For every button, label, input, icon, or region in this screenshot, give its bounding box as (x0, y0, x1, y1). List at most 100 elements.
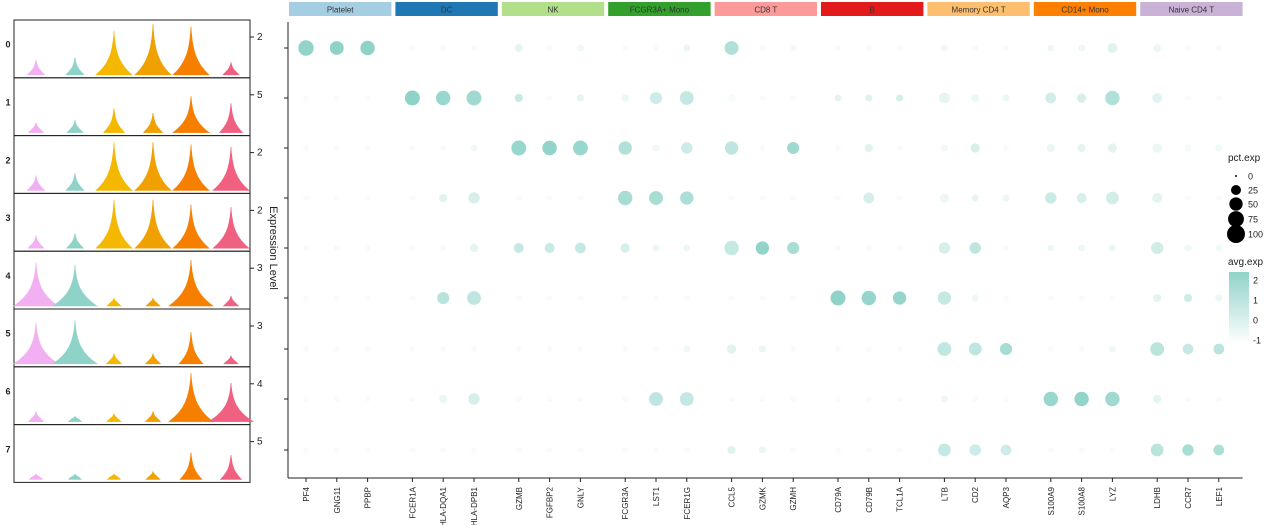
violin-shape (106, 412, 122, 422)
color-legend-label: 1 (1253, 296, 1258, 306)
violin-shape (106, 473, 122, 480)
dot-point (514, 93, 523, 103)
dot-point (439, 394, 448, 404)
dot-point (727, 344, 737, 354)
violin-row-frame (13, 366, 251, 426)
dot-point (1153, 43, 1162, 53)
dot-point (618, 190, 633, 206)
dot-point (790, 396, 796, 402)
dot-x-tick-label: AQP3 (1002, 486, 1011, 508)
dot-point (653, 447, 659, 453)
dot-x-tick-label: CD79A (834, 486, 843, 512)
dot-point (1076, 193, 1087, 203)
violin-shape (222, 62, 240, 76)
violin-shape (218, 103, 244, 133)
dot-point (303, 346, 309, 352)
dot-point (892, 291, 907, 305)
dot-point (1047, 244, 1055, 252)
dot-point (470, 144, 478, 152)
dot-point (1045, 192, 1057, 204)
dot-point (728, 295, 735, 301)
dot-point (303, 447, 309, 453)
dot-point (759, 396, 766, 402)
dot-point (576, 44, 584, 52)
violin-shape (172, 144, 210, 191)
dot-point (652, 244, 660, 252)
dot-x-tick-label: LST1 (652, 486, 661, 506)
dot-point (577, 396, 584, 402)
dot-point (1216, 45, 1222, 51)
color-legend: avg.exp 2 1 0 -1 (1228, 257, 1263, 346)
dot-point (971, 294, 979, 302)
dot-point (999, 342, 1013, 356)
violin-shape (65, 57, 85, 76)
dot-point (938, 443, 951, 457)
group-header-label: DC (441, 6, 453, 15)
dot-point (937, 291, 952, 305)
violin-row-frame (13, 77, 251, 137)
dot-point (303, 396, 309, 402)
dot-point (1074, 391, 1089, 407)
dot-point (1182, 444, 1194, 456)
violin-shape (145, 297, 161, 307)
dot-point (1153, 293, 1162, 303)
violin-row-frame (13, 424, 251, 483)
dot-point (467, 291, 481, 305)
group-header (714, 2, 817, 16)
dot-point (1185, 396, 1191, 402)
dot-point (334, 447, 340, 453)
dot-point (440, 346, 446, 352)
dot-point (1046, 143, 1055, 153)
dot-point (835, 245, 841, 251)
dot-point (653, 45, 659, 51)
dot-point (334, 346, 340, 352)
size-legend-dot (1229, 197, 1243, 211)
dot-point (1045, 92, 1057, 104)
dot-point (1003, 295, 1009, 301)
group-header (501, 2, 605, 16)
dot-point (409, 447, 416, 453)
dot-point (1109, 295, 1116, 301)
dot-x-tick-label: PPBP (364, 487, 373, 508)
dot-point (1185, 45, 1191, 51)
dot-point (1105, 391, 1120, 407)
dot-point (1000, 444, 1012, 456)
violin-ylabel: Expression Level (267, 206, 279, 290)
dot-point (653, 346, 659, 352)
dot-point (835, 145, 841, 151)
dot-point (939, 193, 949, 203)
violin-shape (172, 204, 210, 249)
violin-shape (219, 454, 243, 480)
dot-point (972, 45, 978, 51)
dot-point (830, 290, 846, 306)
violin-shape (13, 322, 59, 365)
dot-point (622, 447, 628, 453)
dot-point (1107, 143, 1117, 153)
dot-point (835, 45, 841, 51)
violin-shape (134, 199, 172, 249)
dot-x-tick-label: GNG11 (333, 486, 342, 513)
dot-point (1182, 343, 1194, 355)
violin-shape (172, 96, 210, 133)
dot-point (680, 191, 694, 205)
dot-point (1078, 447, 1085, 453)
dot-point (546, 45, 553, 51)
dot-point (1185, 195, 1191, 201)
dot-point (546, 195, 553, 201)
dot-point (334, 145, 340, 151)
violin-shape (26, 175, 46, 191)
dot-point (683, 44, 691, 52)
dot-point (1078, 44, 1086, 52)
violin-shape (142, 112, 164, 133)
dot-point (1184, 244, 1192, 252)
group-header-label: CD14+ Mono (1061, 6, 1109, 15)
dot-point (1106, 191, 1119, 205)
dot-point (576, 94, 584, 102)
group-header (821, 2, 924, 16)
dot-point (1003, 145, 1009, 151)
dot-point (364, 447, 371, 453)
dot-point (409, 295, 416, 301)
dot-point (303, 195, 309, 201)
violin-row-frame (13, 135, 251, 194)
dot-point (468, 393, 480, 405)
